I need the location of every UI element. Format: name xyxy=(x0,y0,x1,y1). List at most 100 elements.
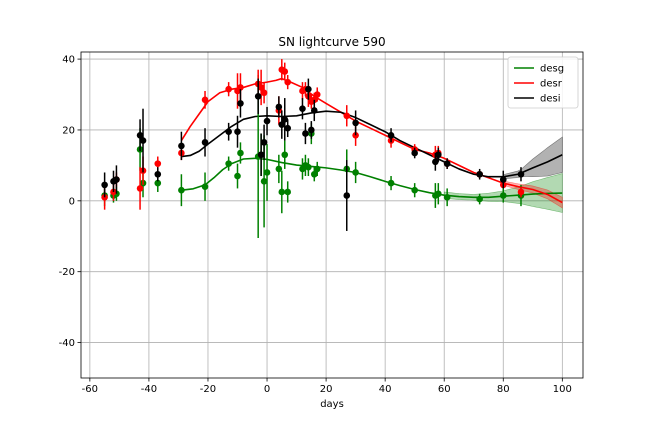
desg-marker xyxy=(305,163,312,171)
desi-marker xyxy=(387,131,395,139)
x-tick-label: 20 xyxy=(320,384,333,395)
desi-marker xyxy=(284,124,292,132)
desg-data-point xyxy=(313,161,321,177)
desi-data-point xyxy=(278,110,286,139)
desi-data-point xyxy=(178,131,185,161)
desi-marker xyxy=(299,105,306,112)
desg-marker xyxy=(284,188,292,196)
desg-marker xyxy=(411,186,418,194)
desg-marker xyxy=(260,178,268,185)
desi-marker xyxy=(308,126,315,134)
desi-marker xyxy=(411,149,418,157)
desi-marker xyxy=(139,137,147,144)
desg-marker xyxy=(275,165,283,173)
desi-data-point xyxy=(443,158,451,169)
desg-marker xyxy=(263,169,271,176)
desi-data-point xyxy=(225,122,232,141)
desg-data-point xyxy=(411,183,418,198)
desr-marker xyxy=(136,185,144,192)
desg-data-point xyxy=(178,174,185,207)
desi-marker xyxy=(278,121,286,128)
desi-data-point xyxy=(310,99,318,122)
x-tick-label: 40 xyxy=(379,384,392,395)
desr-marker xyxy=(281,68,289,75)
desg-marker xyxy=(387,179,395,187)
desi-marker xyxy=(476,170,483,178)
desi-data-point xyxy=(476,168,483,180)
desg-data-point xyxy=(284,181,292,203)
desi-marker xyxy=(275,103,283,111)
desr-data-point xyxy=(260,82,268,104)
desr-marker xyxy=(260,89,268,97)
desg-data-point xyxy=(476,193,483,205)
desi-marker xyxy=(178,142,185,150)
desi-data-point xyxy=(305,78,312,100)
x-axis-label: days xyxy=(320,399,344,410)
desr-marker xyxy=(225,85,232,93)
desi-data-point xyxy=(101,172,108,198)
desi-marker xyxy=(343,192,351,199)
desg-data-point xyxy=(387,176,395,191)
desg-data-point xyxy=(201,172,209,201)
desr-marker xyxy=(313,91,321,98)
desg-data-point xyxy=(234,163,241,189)
x-tick-label: 80 xyxy=(497,384,510,395)
desi-marker xyxy=(517,170,525,178)
desg-marker xyxy=(281,151,289,159)
desg-data-point xyxy=(281,140,289,169)
desr-data-point xyxy=(517,186,525,198)
x-tick-label: 0 xyxy=(264,384,270,395)
desi-marker xyxy=(201,139,209,146)
desg-marker xyxy=(435,190,442,198)
desi-marker xyxy=(154,170,162,178)
desg-data-point xyxy=(278,170,286,214)
desg-marker xyxy=(310,170,318,178)
desi-data-point xyxy=(302,122,309,145)
desi-marker xyxy=(254,92,262,100)
desg-marker xyxy=(499,192,507,199)
desg-legend-label: desg xyxy=(540,64,564,75)
desr-data-point xyxy=(313,87,321,102)
y-tick-label: 40 xyxy=(62,55,75,66)
desr-data-point xyxy=(136,167,144,210)
x-tick-label: 100 xyxy=(553,384,572,395)
desi-data-point xyxy=(275,96,283,118)
desg-data-point xyxy=(275,154,283,184)
desi-data-point xyxy=(281,98,289,141)
y-tick-label: 0 xyxy=(69,196,75,207)
chart-title: SN lightcurve 590 xyxy=(278,35,385,49)
desi-marker xyxy=(225,128,232,136)
x-tick-label: 60 xyxy=(438,384,451,395)
desi-data-point xyxy=(411,147,418,159)
desr-marker xyxy=(517,188,525,196)
desr-data-point xyxy=(201,90,209,109)
desi-marker xyxy=(443,160,451,167)
desg-data-point xyxy=(352,161,359,184)
desg-marker xyxy=(178,186,185,194)
desi-data-point xyxy=(201,128,209,157)
desg-marker xyxy=(225,160,232,167)
legend-box xyxy=(507,56,579,109)
desg-marker xyxy=(313,165,321,173)
desg-data-point xyxy=(225,156,232,171)
desi-marker xyxy=(499,176,507,183)
desg-marker xyxy=(154,179,162,187)
desr-marker xyxy=(343,112,351,120)
y-tick-label: -20 xyxy=(59,267,75,278)
desr-marker xyxy=(237,84,244,91)
desi-marker xyxy=(260,139,268,146)
desr-data-point xyxy=(225,82,232,97)
desi-data-point xyxy=(263,106,271,136)
desi-data-point xyxy=(139,108,147,173)
desr-marker xyxy=(284,78,292,86)
desg-marker xyxy=(237,149,244,157)
desr-data-point xyxy=(257,69,265,106)
desi-legend-label: desi xyxy=(540,94,561,105)
desr-marker xyxy=(154,160,162,167)
desi-marker xyxy=(263,117,271,125)
desr-marker xyxy=(257,84,265,91)
x-tick-label: -20 xyxy=(200,384,216,395)
desr-data-point xyxy=(281,62,289,81)
desg-data-point xyxy=(305,158,312,177)
axis-ticks: -60 -40 -20 0 20 40 60 80 100 -40 -20 0 20 40 xyxy=(59,55,572,395)
